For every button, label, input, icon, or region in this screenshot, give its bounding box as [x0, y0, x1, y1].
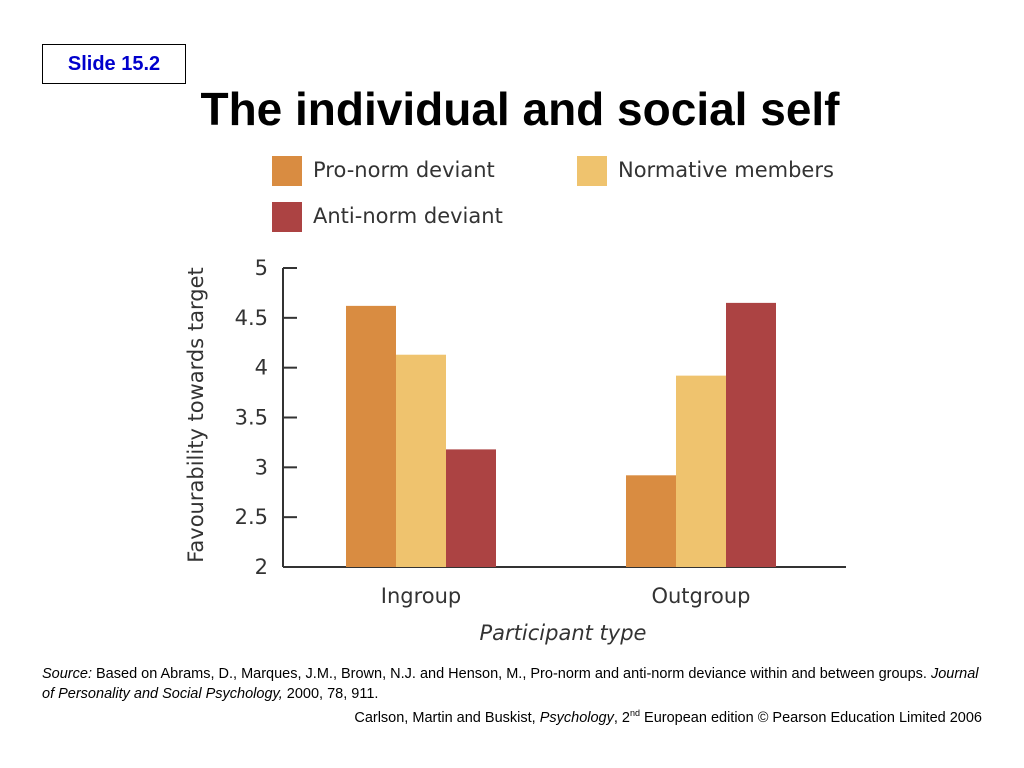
source-text: Based on Abrams, D., Marques, J.M., Brow…	[91, 666, 931, 682]
source-journal: Journal of Personality and Social Psycho…	[42, 666, 979, 703]
source-details: 2000, 78, 911.	[282, 686, 379, 703]
y-tick-label: 4	[255, 356, 268, 380]
credit-edition-sup: nd	[629, 708, 640, 719]
legend-label: Anti-norm deviant	[313, 204, 503, 228]
publisher-credit: Carlson, Martin and Buskist, Psychology,…	[354, 708, 982, 726]
bar	[396, 354, 446, 567]
source-citation: Source: Based on Abrams, D., Marques, J.…	[42, 664, 992, 705]
slide-number-badge: Slide 15.2	[42, 44, 186, 84]
source-prefix: Source:	[42, 666, 92, 682]
bar-chart: Pro-norm deviant Normative members Anti-no…	[184, 156, 846, 645]
credit-authors: Carlson, Martin and Buskist,	[354, 710, 540, 726]
bar	[626, 475, 676, 567]
x-axis-title: Participant type	[480, 621, 647, 645]
y-axis-title: Favourability towards target	[184, 267, 208, 562]
bar	[446, 449, 496, 567]
legend-label: Normative members	[618, 158, 834, 182]
y-tick-label: 3	[255, 455, 268, 479]
chart-legend: Pro-norm deviant Normative members Anti-no…	[272, 156, 834, 232]
y-tick-label: 2.5	[235, 505, 268, 529]
credit-book: Psychology	[539, 710, 614, 726]
bar	[346, 305, 396, 567]
y-tick-label: 2	[255, 555, 268, 579]
legend-label: Pro-norm deviant	[313, 158, 495, 182]
legend-swatch	[272, 202, 302, 232]
slide-title: The individual and social self	[200, 83, 840, 135]
slide-number-label: Slide 15.2	[67, 52, 161, 75]
bar	[726, 302, 776, 567]
x-category-label: Ingroup	[381, 584, 462, 608]
legend-swatch	[272, 156, 302, 186]
chart-bars: Ingroup Outgroup	[346, 302, 776, 608]
y-tick-label: 3.5	[235, 406, 268, 430]
credit-edition-num: , 2	[613, 710, 630, 726]
credit-rest: European edition © Pearson Education Lim…	[640, 710, 982, 726]
bar	[676, 375, 726, 567]
legend-swatch	[577, 156, 607, 186]
y-tick-label: 5	[255, 256, 268, 280]
y-tick-label: 4.5	[235, 306, 268, 330]
x-category-label: Outgroup	[651, 584, 750, 608]
